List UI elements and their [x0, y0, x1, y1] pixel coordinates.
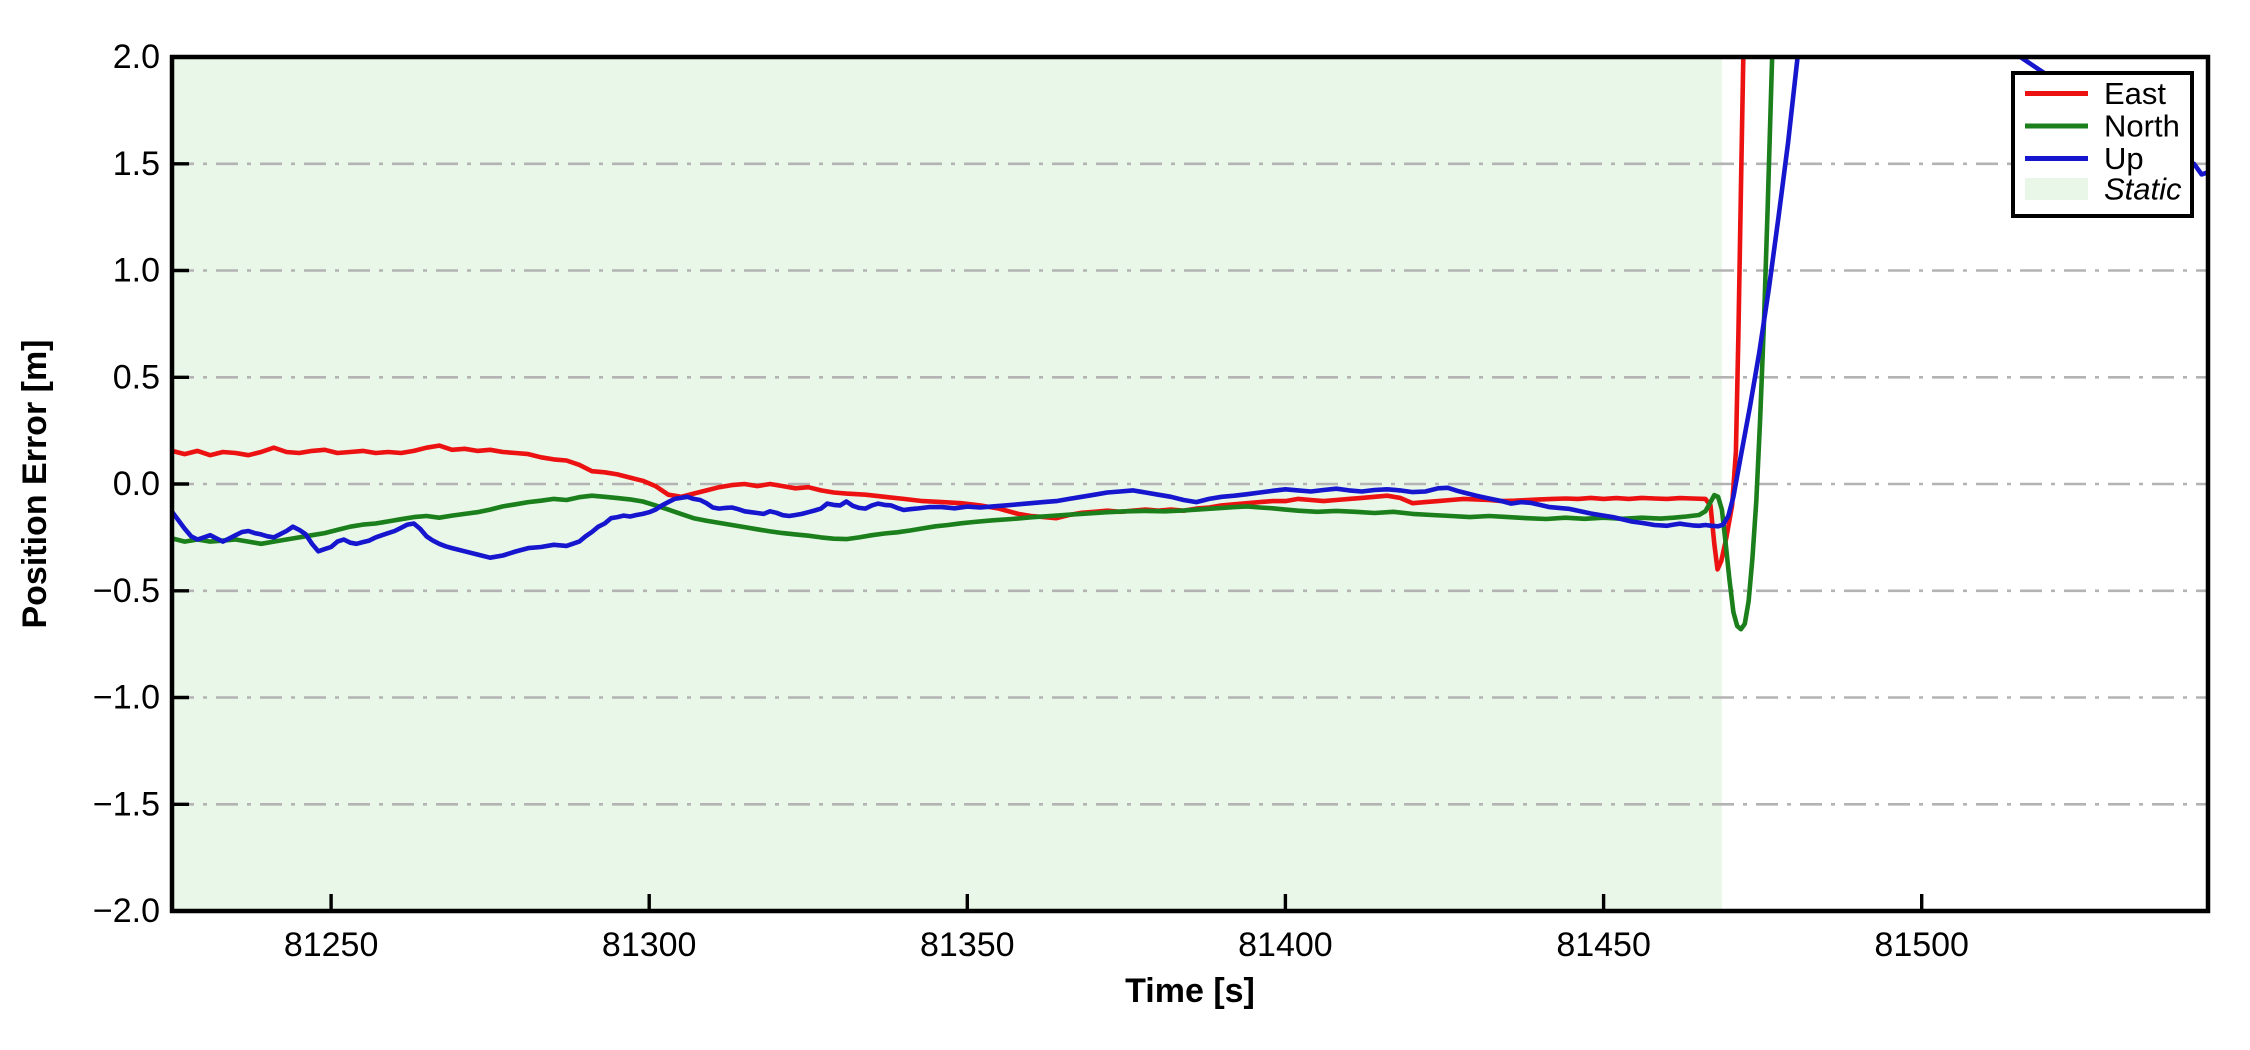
x-tick-label-81250: 81250	[284, 926, 379, 964]
legend-swatch-static	[2025, 178, 2088, 200]
x-tick-label-81350: 81350	[920, 926, 1015, 964]
y-tick-label-2: 2.0	[113, 38, 160, 76]
y-tick-label--0.5: −0.5	[93, 572, 160, 610]
series-line-north	[172, 57, 1775, 632]
legend-label-up: Up	[2104, 141, 2144, 176]
x-axis-label: Time [s]	[1125, 972, 1255, 1010]
y-tick-label--1.5: −1.5	[93, 785, 160, 823]
y-axis-label: Position Error [m]	[16, 339, 54, 628]
legend-label-static: Static	[2104, 172, 2182, 207]
y-tick-label-1.5: 1.5	[113, 145, 160, 183]
series-line-up	[172, 57, 2208, 561]
x-tick-label-81300: 81300	[602, 926, 697, 964]
y-tick-label-1: 1.0	[113, 252, 160, 290]
legend-label-north: North	[2104, 109, 2180, 144]
x-tick-label-81400: 81400	[1238, 926, 1333, 964]
legend-box	[2011, 71, 2194, 218]
y-tick-label--2: −2.0	[93, 892, 160, 930]
x-tick-label-81500: 81500	[1874, 926, 1969, 964]
y-tick-label--1: −1.0	[93, 679, 160, 717]
y-tick-label-0.5: 0.5	[113, 358, 160, 396]
x-tick-label-81450: 81450	[1556, 926, 1651, 964]
y-tick-label-0: 0.0	[113, 465, 160, 503]
legend-label-east: East	[2104, 76, 2166, 111]
